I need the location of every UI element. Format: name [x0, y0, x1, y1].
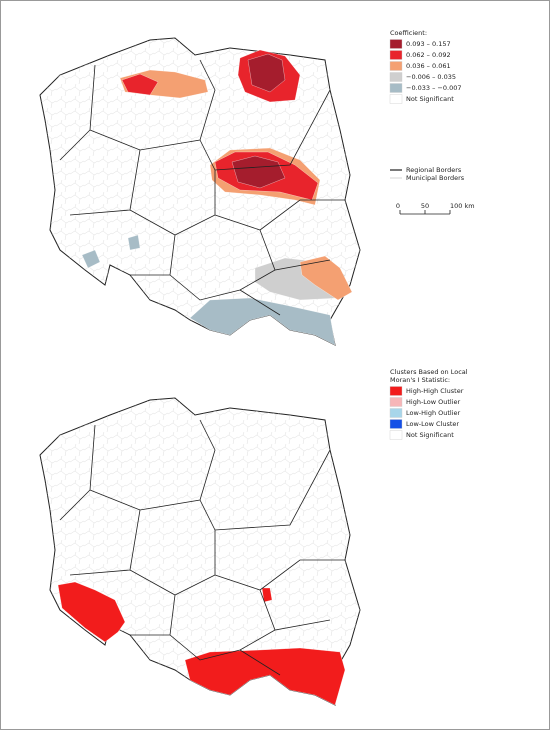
legends: Coefficient: 0.093 – 0.157 0.062 – 0.092 0.…	[389, 29, 475, 440]
cluster-area	[231, 155, 286, 189]
cluster-area	[121, 73, 159, 96]
legend-label: Regional Borders	[406, 166, 462, 174]
legend-label: Municipal Borders	[406, 174, 465, 182]
scale-label: 100 km	[450, 202, 475, 210]
legend-label: 0.093 – 0.157	[406, 40, 451, 48]
cluster-area	[184, 647, 346, 706]
legend-swatch	[389, 39, 403, 49]
cluster-area	[81, 249, 101, 269]
cluster-area	[57, 581, 126, 643]
legend-label: −0.006 – 0.035	[406, 73, 456, 81]
map-top	[39, 37, 361, 346]
scale-label: 50	[421, 202, 429, 210]
legend-label: Not Significant	[406, 431, 454, 439]
legend-label: 0.062 – 0.092	[406, 51, 451, 59]
legend-swatch	[389, 83, 403, 93]
legend-label: Low-High Outlier	[406, 409, 461, 417]
regional-borders	[59, 419, 345, 676]
cluster-area	[127, 234, 141, 251]
legend-swatch	[389, 61, 403, 71]
legend-swatch	[389, 430, 403, 440]
regional-borders	[59, 59, 345, 316]
legend-label: High-Low Outlier	[406, 398, 461, 406]
legend-label: Not Significant	[406, 95, 454, 103]
cluster-area	[261, 587, 273, 603]
legend-label: Low-Low Cluster	[406, 420, 459, 428]
legend-swatch	[389, 419, 403, 429]
legend-swatch	[389, 397, 403, 407]
map-bottom	[39, 397, 361, 706]
legend-title: Clusters Based on Local	[390, 368, 468, 376]
cluster-area	[189, 297, 336, 346]
scale-label: 0	[396, 202, 400, 210]
legend-swatch	[389, 94, 403, 104]
cluster-area	[299, 255, 353, 301]
legend-label: 0.036 – 0.061	[406, 62, 451, 70]
legend-label: High-High Cluster	[406, 387, 464, 395]
legend-label: −0.033 – −0.007	[406, 84, 462, 92]
legend-swatch	[389, 408, 403, 418]
legend-title: Coefficient:	[390, 29, 427, 37]
legend-swatch	[389, 72, 403, 82]
cluster-area	[247, 53, 286, 93]
legend-swatch	[389, 386, 403, 396]
legend-title: Moran's I Statistic:	[390, 376, 450, 384]
legend-swatch	[389, 50, 403, 60]
